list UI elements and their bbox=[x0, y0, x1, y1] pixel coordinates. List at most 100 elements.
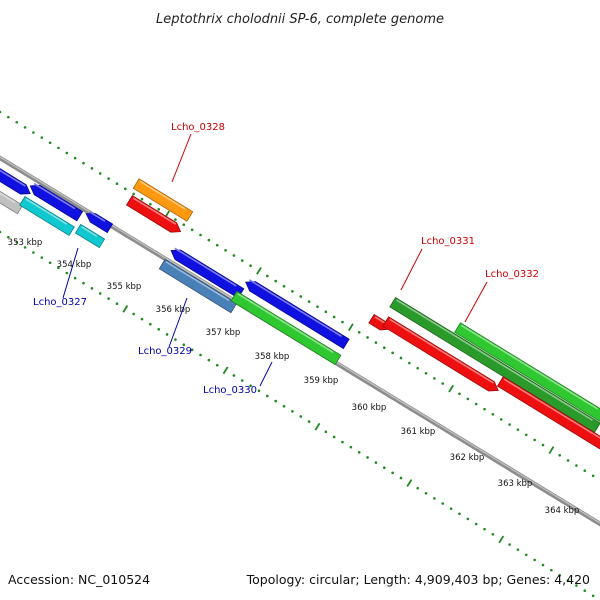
feature-body bbox=[0, 161, 31, 195]
tick-dot bbox=[23, 126, 27, 129]
green-feature-a[interactable] bbox=[230, 290, 342, 366]
tick-dot bbox=[558, 453, 562, 457]
red-cds-a[interactable] bbox=[126, 195, 184, 237]
feature-sheen bbox=[174, 247, 237, 287]
tick-dots bbox=[0, 110, 595, 598]
blue-cds-d[interactable] bbox=[168, 246, 245, 299]
tick-dot bbox=[299, 415, 303, 418]
blue-cds-e[interactable] bbox=[243, 277, 350, 350]
major-tick bbox=[256, 266, 262, 275]
tick-dot bbox=[424, 492, 428, 495]
tick-dot bbox=[140, 317, 144, 321]
major-tick bbox=[222, 366, 229, 375]
tick-dot bbox=[224, 249, 227, 252]
feature-sheen bbox=[139, 180, 186, 210]
tick-dot bbox=[98, 292, 102, 295]
feature-body bbox=[230, 290, 342, 366]
gene-label[interactable]: Lcho_0330 bbox=[203, 385, 257, 396]
tick-dot bbox=[157, 328, 161, 331]
tick-label: 360 kbp bbox=[352, 403, 387, 413]
gene-label[interactable]: Lcho_0327 bbox=[33, 297, 87, 308]
tick-dot bbox=[115, 182, 119, 186]
major-tick bbox=[348, 323, 354, 332]
tick-dot bbox=[524, 553, 528, 557]
tick-dot bbox=[40, 256, 44, 259]
tick-dot bbox=[449, 507, 453, 510]
feature-body bbox=[389, 297, 600, 433]
accession-text: Accession: NC_010524 bbox=[8, 572, 151, 587]
tick-dot bbox=[307, 300, 311, 303]
cyan-feature-a[interactable] bbox=[19, 196, 75, 236]
tick-dot bbox=[274, 279, 277, 283]
tick-dot bbox=[357, 331, 361, 334]
tick-dot bbox=[149, 202, 152, 206]
major-tick bbox=[498, 535, 505, 544]
tick-dot bbox=[266, 274, 269, 278]
tick-dot bbox=[32, 131, 35, 134]
tick-dot bbox=[508, 423, 511, 426]
red-cds-c[interactable] bbox=[496, 376, 600, 460]
tick-dot bbox=[349, 445, 353, 449]
tick-dot bbox=[266, 394, 269, 398]
gene-label[interactable]: Lcho_0328 bbox=[171, 122, 225, 133]
label-leader-line bbox=[259, 361, 273, 387]
tick-dot bbox=[399, 356, 403, 360]
tick-dot bbox=[15, 240, 19, 244]
tick-dot bbox=[357, 451, 361, 454]
blue-cds-c[interactable] bbox=[83, 209, 114, 234]
tick-dot bbox=[7, 115, 10, 119]
tick-dot bbox=[115, 302, 119, 306]
tick-dot bbox=[182, 343, 186, 347]
tick-dot bbox=[149, 322, 152, 326]
blue-cds-b[interactable] bbox=[27, 181, 84, 222]
tick-dot bbox=[140, 197, 144, 201]
tick-dot bbox=[291, 410, 294, 413]
tick-dot bbox=[240, 259, 244, 262]
tick-dot bbox=[240, 379, 244, 382]
tick-dot bbox=[257, 389, 261, 393]
tick-dot bbox=[483, 407, 486, 411]
gray-feature[interactable] bbox=[0, 183, 24, 215]
tick-dot bbox=[199, 233, 202, 237]
tick-dot bbox=[533, 438, 536, 442]
major-tick bbox=[548, 446, 555, 455]
tick-dot bbox=[466, 397, 470, 401]
tick-dot bbox=[583, 469, 587, 472]
blue-cds-a[interactable] bbox=[0, 161, 33, 199]
tick-dot bbox=[583, 589, 587, 592]
orange-feature[interactable] bbox=[132, 178, 194, 222]
steelblue-feature[interactable] bbox=[158, 258, 238, 314]
gene-label[interactable]: Lcho_0331 bbox=[421, 236, 475, 247]
tick-dot bbox=[591, 474, 595, 478]
tick-label: 354 kbp bbox=[57, 260, 92, 270]
tick-dot bbox=[424, 372, 428, 375]
feature-body bbox=[85, 213, 114, 234]
red-cds-b[interactable] bbox=[382, 316, 501, 395]
tick-dot bbox=[215, 363, 219, 367]
tick-labels: 353 kbp 354 kbp 355 kbp 356 kbp 357 kbp 358 k… bbox=[8, 238, 580, 516]
tick-dot bbox=[65, 151, 69, 155]
genome-summary-text: Topology: circular; Length: 4,909,403 bp… bbox=[246, 572, 590, 587]
tick-dot bbox=[274, 399, 277, 403]
tick-dot bbox=[491, 412, 495, 416]
label-leader-line bbox=[168, 297, 188, 348]
feature-body bbox=[496, 376, 600, 456]
tick-dot bbox=[124, 187, 127, 191]
cyan-feature-b[interactable] bbox=[74, 223, 106, 249]
tick-dot bbox=[23, 246, 27, 249]
tick-dot bbox=[82, 281, 85, 285]
feature-body bbox=[158, 258, 238, 314]
tick-dot bbox=[7, 235, 10, 239]
darkgreen-feature[interactable] bbox=[389, 297, 600, 433]
tick-dot bbox=[558, 573, 562, 577]
tick-dot bbox=[299, 295, 303, 298]
label-leader-line bbox=[400, 248, 423, 291]
tick-dot bbox=[382, 346, 386, 349]
tick-dot bbox=[132, 312, 135, 316]
feature-sheen bbox=[503, 378, 600, 448]
tick-dot bbox=[73, 276, 77, 280]
tick-dot bbox=[107, 177, 110, 180]
gene-label[interactable]: Lcho_0329 bbox=[138, 346, 192, 357]
tick-dot bbox=[458, 512, 461, 516]
gene-label[interactable]: Lcho_0332 bbox=[485, 269, 539, 280]
